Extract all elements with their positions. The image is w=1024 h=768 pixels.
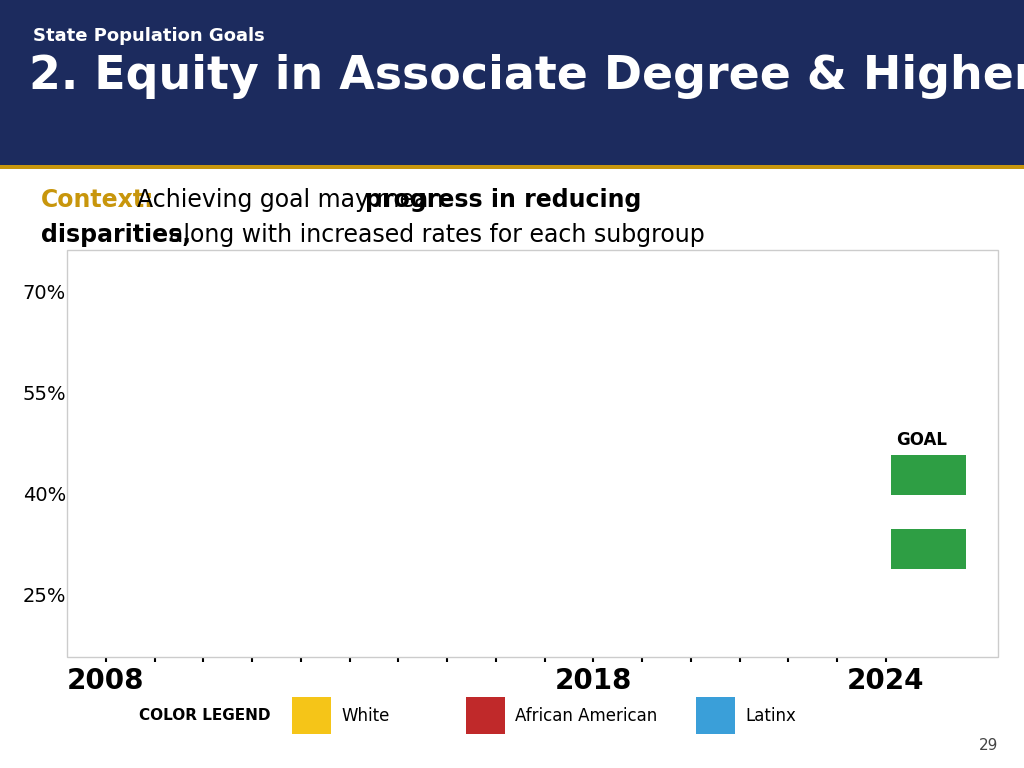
Text: African American: African American bbox=[515, 707, 657, 725]
Text: Latinx: Latinx bbox=[745, 707, 797, 725]
Text: GOAL: GOAL bbox=[896, 431, 947, 449]
Text: 2. Equity in Associate Degree & Higher: 2. Equity in Associate Degree & Higher bbox=[29, 54, 1024, 99]
Text: along with increased rates for each subgroup: along with increased rates for each subg… bbox=[169, 223, 705, 247]
Text: White: White bbox=[341, 707, 389, 725]
Text: Context:: Context: bbox=[41, 188, 155, 212]
Text: 32%: 32% bbox=[905, 538, 952, 557]
Text: 29: 29 bbox=[979, 737, 998, 753]
Text: progress in reducing: progress in reducing bbox=[365, 188, 641, 212]
Text: COLOR LEGEND: COLOR LEGEND bbox=[139, 708, 270, 723]
Text: Achieving goal may mean: Achieving goal may mean bbox=[137, 188, 452, 212]
Polygon shape bbox=[593, 315, 886, 381]
Text: 43%: 43% bbox=[905, 464, 952, 483]
Text: State Population Goals: State Population Goals bbox=[33, 27, 264, 45]
Text: disparities,: disparities, bbox=[41, 223, 191, 247]
